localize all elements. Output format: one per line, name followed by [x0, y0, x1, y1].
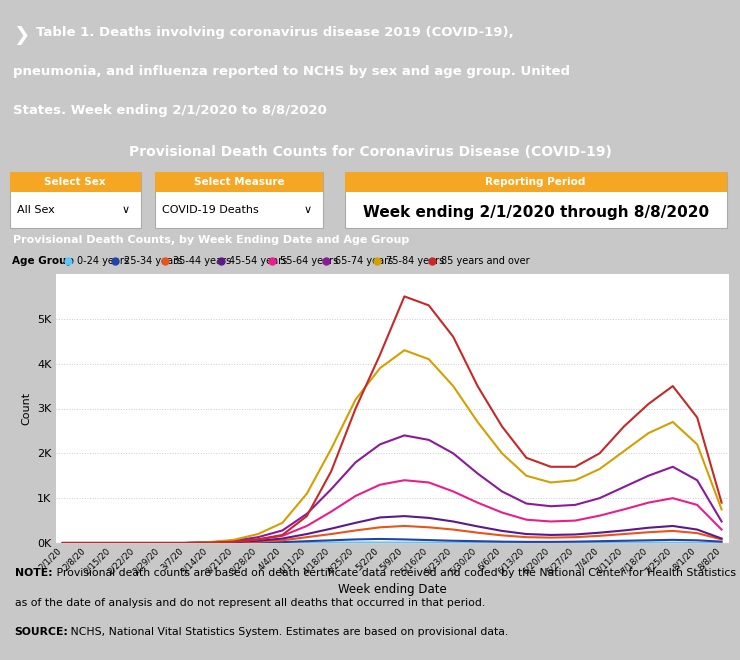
FancyBboxPatch shape — [345, 172, 727, 228]
Text: Provisional death counts are based on death certificate data received and coded : Provisional death counts are based on de… — [53, 568, 736, 578]
Text: Table 1. Deaths involving coronavirus disease 2019 (COVID-19),: Table 1. Deaths involving coronavirus di… — [36, 26, 514, 39]
Text: Provisional Death Counts for Coronavirus Disease (COVID-19): Provisional Death Counts for Coronavirus… — [129, 145, 611, 160]
Text: Select Sex: Select Sex — [44, 177, 106, 187]
Text: as of the date of analysis and do not represent all deaths that occurred in that: as of the date of analysis and do not re… — [15, 597, 485, 608]
Text: COVID-19 Deaths: COVID-19 Deaths — [163, 205, 259, 214]
Text: 45-54 years: 45-54 years — [229, 256, 288, 266]
FancyBboxPatch shape — [155, 172, 323, 192]
Text: pneumonia, and influenza reported to NCHS by sex and age group. United: pneumonia, and influenza reported to NCH… — [13, 65, 571, 78]
Text: 65-74 years: 65-74 years — [335, 256, 393, 266]
Text: 75-84 years: 75-84 years — [386, 256, 444, 266]
Text: ❯: ❯ — [13, 26, 30, 45]
Text: 25-34 years: 25-34 years — [124, 256, 182, 266]
Text: 35-44 years: 35-44 years — [173, 256, 232, 266]
Text: Select Measure: Select Measure — [194, 177, 284, 187]
Text: NCHS, National Vital Statistics System. Estimates are based on provisional data.: NCHS, National Vital Statistics System. … — [67, 627, 508, 638]
Text: States. Week ending 2/1/2020 to 8/8/2020: States. Week ending 2/1/2020 to 8/8/2020 — [13, 104, 327, 117]
Text: Reporting Period: Reporting Period — [485, 177, 586, 187]
Text: Week ending 2/1/2020 through 8/8/2020: Week ending 2/1/2020 through 8/8/2020 — [363, 205, 709, 220]
Text: NOTE:: NOTE: — [15, 568, 53, 578]
X-axis label: Week ending Date: Week ending Date — [338, 583, 446, 595]
FancyBboxPatch shape — [155, 172, 323, 228]
Text: ∨: ∨ — [303, 205, 312, 214]
Text: SOURCE:: SOURCE: — [15, 627, 69, 638]
Text: 0-24 years: 0-24 years — [76, 256, 129, 266]
FancyBboxPatch shape — [10, 172, 141, 192]
Text: All Sex: All Sex — [17, 205, 55, 214]
Text: Provisional Death Counts, by Week Ending Date and Age Group: Provisional Death Counts, by Week Ending… — [13, 235, 409, 245]
Y-axis label: Count: Count — [21, 392, 31, 425]
FancyBboxPatch shape — [345, 172, 727, 192]
Text: 85 years and over: 85 years and over — [440, 256, 529, 266]
Text: ∨: ∨ — [121, 205, 130, 214]
Text: 55-64 years: 55-64 years — [280, 256, 339, 266]
FancyBboxPatch shape — [10, 172, 141, 228]
Text: Age Group: Age Group — [12, 256, 74, 266]
